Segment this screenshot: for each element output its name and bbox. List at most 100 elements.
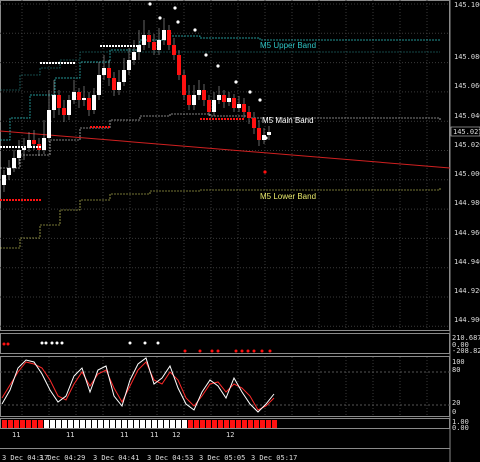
dot-marker [105,126,107,128]
dot-marker [12,146,14,148]
fractal-dot [258,98,262,102]
ind1-dot [268,349,272,353]
ind3-bar [140,420,145,428]
ind3-bar [2,420,7,428]
ind1-dot [156,341,160,345]
candle-body [267,132,271,135]
dot-marker [6,146,8,148]
dot-marker [46,62,48,64]
ind3-bar [80,420,85,428]
ind3-bar [194,420,199,428]
candle-body [102,68,106,75]
dot-marker [215,118,217,120]
main-band-label: M5 Main Band [262,116,314,125]
ind1-dot [183,349,187,353]
ind1-dot [2,342,6,346]
hour-marker: 11 [66,431,74,439]
ind3-bar [176,420,181,428]
ind3-bar [218,420,223,428]
dot-marker [42,146,44,148]
stoch-tick-80: 80 [452,366,460,374]
hour-marker: 11 [120,431,128,439]
dot-marker [18,146,20,148]
candle-body [132,52,136,60]
dot-marker [218,118,220,120]
dot-marker [21,146,23,148]
ind3-bar [62,420,67,428]
dot-marker [67,62,69,64]
candle-body [187,95,191,105]
price-tick: 145.020 [454,141,480,149]
ind3-bar [248,420,253,428]
candle-body [112,78,116,90]
hour-marker: 11 [150,431,158,439]
price-tick: 144.920 [454,287,480,295]
grid-lines [0,0,450,416]
ind3-bar [164,420,169,428]
dot-marker [24,146,26,148]
candle-body [82,98,86,100]
dot-marker [203,118,205,120]
ind3-bar [200,420,205,428]
ind3-bar [14,420,19,428]
dot-marker [61,62,63,64]
ind3-bar [224,420,229,428]
dot-marker [39,199,41,201]
dot-marker [36,146,38,148]
ind1-dot [260,349,264,353]
dot-marker [236,118,238,120]
candle-body [147,35,151,42]
price-tick: 144.900 [454,316,480,324]
dot-marker [55,62,57,64]
dot-marker [118,45,120,47]
candle-body [67,100,71,115]
dot-marker [209,118,211,120]
candle-body [237,104,241,108]
price-tick: 144.940 [454,258,480,266]
dot-marker [33,199,35,201]
ind1-dot [210,349,214,353]
candle-body [107,68,111,78]
fractal-dot [173,6,177,10]
dot-marker [124,45,126,47]
candlesticks [2,18,271,192]
trend-line[interactable] [0,130,451,169]
candle-body [192,95,196,105]
price-tick: 145.100 [454,1,480,9]
fractal-dots [0,2,268,201]
candle-body [257,128,261,140]
dot-marker [58,62,60,64]
candle-body [72,92,76,100]
dot-marker [30,146,32,148]
ind1-dot [216,349,220,353]
ind3-bar [158,420,163,428]
dot-marker [224,118,226,120]
current-price-label: 145.027 [453,128,480,136]
dot-marker [200,118,202,120]
dot-marker [3,146,5,148]
ind1-dot [234,349,238,353]
ind3-bar [86,420,91,428]
dot-marker [115,45,117,47]
fractal-dot [148,2,152,6]
dot-marker [6,199,8,201]
dot-marker [30,199,32,201]
panel-frames [0,0,451,462]
upper-band-label: M5 Upper Band [260,41,316,50]
fractal-dot [248,90,252,94]
dot-marker [127,45,129,47]
dot-marker [102,126,104,128]
candle-body [7,168,11,175]
fractal-dot [264,136,268,140]
stoch-main-line [1,357,275,413]
ind3-bar [104,420,109,428]
ind3-tick-1: 1.00 [452,418,469,426]
candle-body [17,150,21,158]
dot-marker [212,118,214,120]
price-tick: 144.960 [454,229,480,237]
ind1-dot [60,341,64,345]
ind3-tick-0: 0.00 [452,424,469,432]
dot-marker [9,199,11,201]
candle-body [2,175,6,185]
